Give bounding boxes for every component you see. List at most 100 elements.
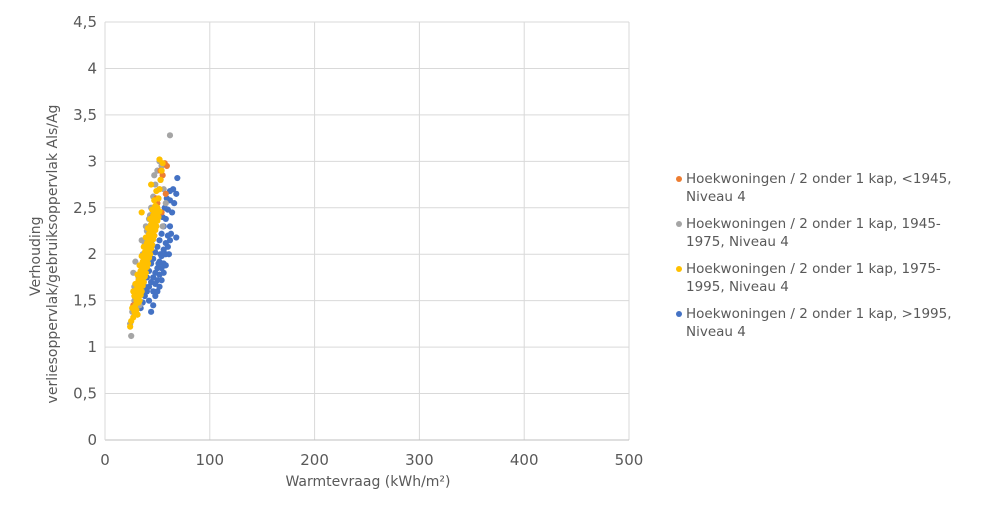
y-tick-label: 1: [87, 338, 97, 356]
data-point: [144, 260, 152, 267]
data-point: [150, 302, 157, 309]
data-point: [136, 297, 143, 304]
x-tick-label: 200: [300, 451, 329, 469]
data-point: [148, 308, 155, 315]
data-point: [158, 230, 165, 237]
data-point: [154, 243, 161, 250]
data-point: [152, 249, 159, 256]
data-point: [173, 234, 180, 241]
data-point: [162, 262, 169, 269]
data-point: [165, 251, 173, 258]
legend-label-line-2: 1995, Niveau 4: [686, 279, 789, 295]
data-point: [128, 332, 135, 340]
y-tick-labels: 0 0,5 1 1,5 2 2,5 3 3,5 4 4,5: [73, 13, 97, 449]
data-point: [159, 172, 166, 179]
data-point: [130, 288, 137, 295]
data-point: [138, 209, 145, 216]
y-axis-title: Verhouding verliesoppervlak/gebruiksoppe…: [28, 105, 61, 404]
data-point: [162, 200, 169, 207]
data-point: [166, 132, 174, 139]
data-point: [153, 223, 160, 230]
legend-marker-blue: [676, 311, 682, 317]
data-point: [132, 280, 139, 288]
y-tick-label: 0: [87, 431, 97, 449]
legend-item-1975-1995: Hoekwoningen / 2 onder 1 kap, 1975- 1995…: [676, 260, 996, 296]
legend-label-line-2: 1975, Niveau 4: [686, 234, 789, 250]
y-axis-title-line-1: Verhouding: [28, 216, 44, 295]
chart-legend: Hoekwoningen / 2 onder 1 kap, <1945, Niv…: [676, 170, 996, 350]
data-point: [146, 215, 154, 223]
data-point: [131, 292, 138, 300]
data-point: [156, 208, 163, 215]
data-point: [146, 251, 154, 258]
y-tick-label: 4: [87, 59, 97, 77]
x-tick-label: 300: [405, 451, 434, 469]
data-point: [142, 269, 149, 276]
x-tick-labels: 0 100 200 300 400 500: [100, 451, 643, 469]
legend-label-line-1: Hoekwoningen / 2 onder 1 kap, >1995,: [686, 306, 952, 322]
data-point: [134, 271, 141, 278]
data-point: [134, 311, 141, 318]
data-point: [133, 306, 140, 314]
legend-label-line-2: Niveau 4: [686, 324, 746, 340]
data-point: [154, 288, 161, 295]
legend-label-line-2: Niveau 4: [686, 189, 746, 205]
data-point: [166, 237, 174, 244]
data-point: [164, 243, 171, 250]
data-point: [158, 277, 165, 284]
y-tick-label: 3: [87, 152, 97, 170]
data-point: [167, 230, 175, 237]
data-point: [151, 172, 158, 179]
x-tick-label: 500: [615, 451, 644, 469]
data-point: [132, 258, 139, 265]
data-point: [143, 288, 151, 295]
data-point: [127, 323, 134, 330]
data-point: [163, 195, 170, 202]
data-point: [162, 190, 169, 197]
x-axis-title: Warmtevraag (kWh/m²): [285, 474, 450, 490]
legend-marker-gray: [676, 221, 682, 227]
data-point: [157, 251, 164, 258]
data-point: [153, 187, 160, 195]
y-tick-label: 0,5: [73, 385, 97, 403]
data-point: [156, 156, 163, 163]
data-point: [152, 292, 159, 300]
data-point: [156, 283, 163, 290]
gridlines: [105, 21, 630, 440]
data-point: [170, 186, 177, 193]
data-point: [166, 223, 174, 230]
data-point: [155, 260, 162, 267]
data-point: [144, 225, 152, 232]
data-point: [151, 197, 158, 204]
legend-item-pre-1945: Hoekwoningen / 2 onder 1 kap, <1945, Niv…: [676, 170, 996, 206]
legend-item-1945-1975: Hoekwoningen / 2 onder 1 kap, 1945- 1975…: [676, 215, 996, 251]
data-point: [138, 252, 145, 260]
x-tick-label: 400: [510, 451, 539, 469]
y-tick-label: 2: [87, 245, 97, 263]
x-tick-label: 0: [100, 451, 110, 469]
y-tick-label: 1,5: [73, 292, 97, 310]
data-point: [138, 288, 145, 295]
data-point: [140, 243, 147, 250]
axes: [104, 22, 629, 441]
data-point: [159, 223, 166, 230]
y-tick-label: 4,5: [73, 13, 97, 31]
data-point: [157, 176, 164, 184]
data-point: [174, 174, 181, 182]
data-point: [149, 206, 156, 213]
data-point: [156, 237, 163, 244]
data-point: [149, 241, 156, 249]
legend-label-line-1: Hoekwoningen / 2 onder 1 kap, <1945,: [686, 171, 952, 187]
legend-marker-yellow: [676, 266, 682, 272]
y-tick-label: 3,5: [73, 106, 97, 124]
data-point: [160, 269, 167, 276]
data-point: [158, 167, 165, 174]
data-point: [142, 234, 149, 241]
data-point: [151, 232, 158, 239]
data-point: [173, 190, 180, 197]
legend-item-post-1995: Hoekwoningen / 2 onder 1 kap, >1995, Niv…: [676, 305, 996, 341]
x-tick-label: 100: [195, 451, 224, 469]
legend-label-line-1: Hoekwoningen / 2 onder 1 kap, 1945-: [686, 216, 941, 232]
data-point: [136, 262, 143, 269]
